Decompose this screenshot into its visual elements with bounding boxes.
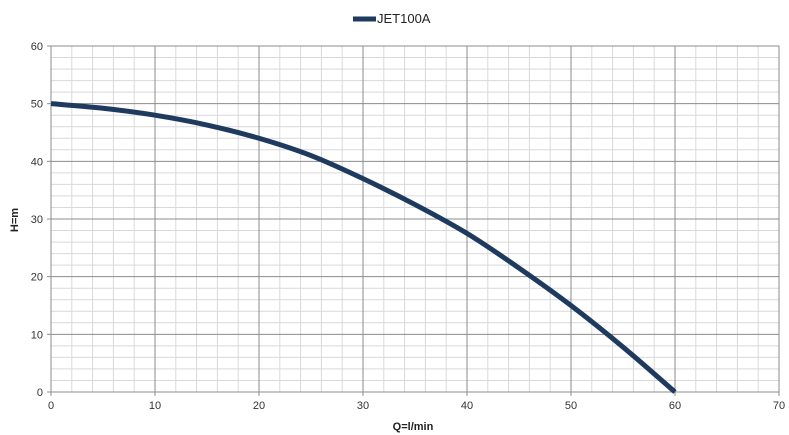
- y-axis-title: H=m: [9, 208, 21, 232]
- x-tick-label: 0: [48, 400, 54, 412]
- y-axis-ticks: 0 10 20 30 40 50 60: [31, 41, 51, 399]
- y-tick-label: 20: [31, 272, 43, 284]
- series-layer: [50, 101, 677, 394]
- x-axis-ticks: 0 10 20 30 40 50 60 70: [48, 392, 785, 412]
- major-gridlines: [51, 46, 779, 392]
- x-tick-label: 40: [461, 400, 473, 412]
- x-tick-label: 50: [565, 400, 577, 412]
- y-tick-label: 60: [31, 41, 43, 53]
- legend-label-jet100a: JET100A: [377, 11, 431, 26]
- y-tick-label: 10: [31, 329, 43, 341]
- series-line-0: [50, 101, 677, 394]
- y-tick-label: 40: [31, 156, 43, 168]
- x-tick-label: 20: [253, 400, 265, 412]
- x-tick-label: 70: [773, 400, 785, 412]
- x-tick-label: 30: [357, 400, 369, 412]
- x-axis-title: Q=l/min: [393, 421, 434, 433]
- y-tick-label: 50: [31, 99, 43, 111]
- y-tick-label: 0: [37, 387, 43, 399]
- x-tick-label: 10: [149, 400, 161, 412]
- legend: JET100A: [353, 11, 431, 26]
- x-tick-label: 60: [669, 400, 681, 412]
- plot-area: 0 10 20 30 40 50 60 70 0 10 20 30 40 50 60: [31, 41, 785, 412]
- y-tick-label: 30: [31, 214, 43, 226]
